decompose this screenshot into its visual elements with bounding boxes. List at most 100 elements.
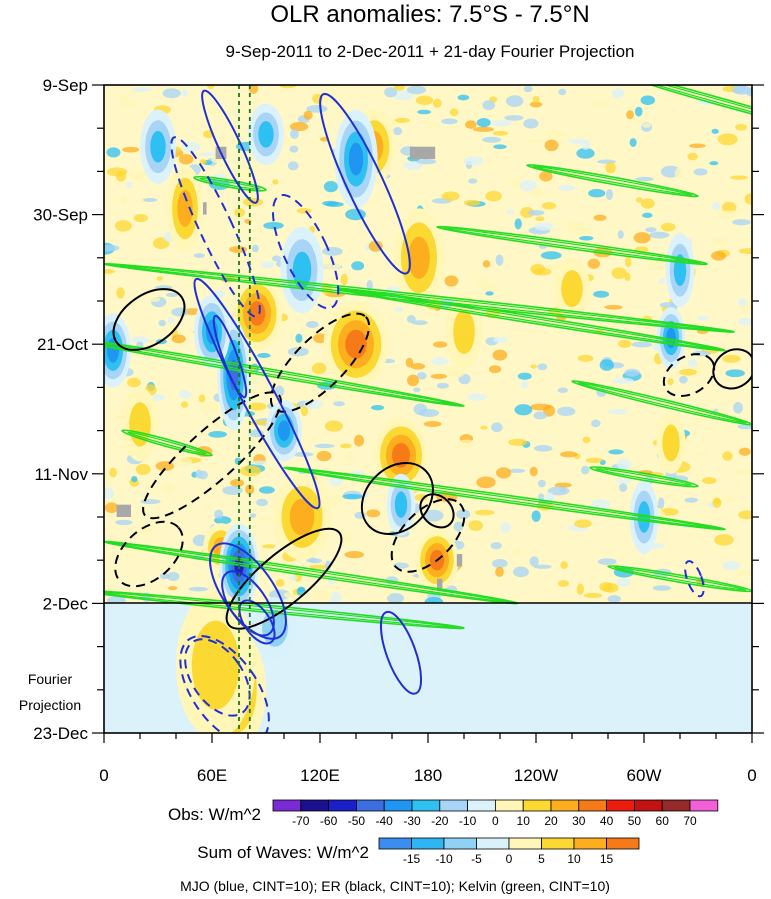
- obs-anomaly-patch: [737, 297, 747, 307]
- obs-anomaly-patch: [300, 405, 309, 417]
- obs-anomaly-patch: [531, 510, 541, 522]
- obs-anomaly-patch: [104, 502, 119, 514]
- obs-colorbar-swatch: [439, 799, 468, 812]
- obs-anomaly-patch: [306, 104, 328, 113]
- obs-colorbar-tick-label: -40: [376, 814, 394, 828]
- obs-anomaly-patch: [582, 436, 591, 444]
- waves-colorbar-swatch: [411, 837, 445, 850]
- x-tick-label: 0: [99, 766, 108, 785]
- obs-anomaly-patch: [619, 483, 628, 492]
- chart-title: OLR anomalies: 7.5°S - 7.5°N: [270, 1, 589, 28]
- obs-anomaly-patch: [353, 434, 365, 447]
- obs-anomaly-patch: [572, 226, 593, 235]
- obs-anomaly-patch: [636, 403, 643, 410]
- obs-anomaly-patch: [447, 366, 466, 378]
- obs-anomaly-patch: [545, 492, 555, 503]
- obs-anomaly-patch: [413, 387, 421, 393]
- obs-anomaly-patch: [114, 220, 132, 232]
- obs-anomaly-patch: [492, 349, 508, 361]
- obs-anomaly-patch: [725, 495, 735, 503]
- obs-anomaly-patch: [593, 290, 610, 298]
- kelvin-contour: [343, 288, 720, 351]
- obs-anomaly-patch: [413, 403, 428, 415]
- obs-anomaly-blob: [177, 189, 193, 227]
- obs-anomaly-patch: [431, 357, 448, 366]
- obs-anomaly-patch: [633, 232, 651, 244]
- obs-anomaly-patch: [645, 227, 657, 233]
- obs-anomaly-patch: [709, 161, 719, 166]
- obs-anomaly-patch: [738, 248, 752, 255]
- obs-anomaly-blob: [662, 424, 680, 462]
- x-tick-label: 0: [747, 766, 756, 785]
- obs-anomaly-patch: [178, 390, 192, 399]
- waves-colorbar: -15 -10 -5 0 5 10 15: [378, 837, 640, 866]
- obs-anomaly-patch: [591, 100, 610, 109]
- obs-anomaly-patch: [490, 542, 502, 550]
- obs-anomaly-patch: [457, 94, 470, 101]
- obs-anomaly-patch: [171, 334, 186, 344]
- obs-anomaly-patch: [599, 359, 614, 371]
- obs-anomaly-patch: [257, 352, 271, 359]
- obs-anomaly-patch: [717, 133, 738, 146]
- x-tick-label: 60E: [197, 766, 227, 785]
- obs-anomaly-patch: [463, 156, 484, 166]
- obs-anomaly-patch: [432, 98, 442, 108]
- kelvin-contour: [289, 467, 720, 530]
- obs-anomaly-patch: [510, 177, 521, 189]
- obs-anomaly-patch: [519, 180, 538, 192]
- y-tick-label: 23-Dec: [33, 724, 88, 743]
- obs-anomaly-blob: [278, 420, 290, 441]
- obs-anomaly-patch: [534, 445, 553, 452]
- obs-anomaly-patch: [626, 110, 634, 120]
- obs-anomaly-patch: [104, 244, 120, 252]
- obs-anomaly-patch: [732, 219, 751, 226]
- obs-anomaly-patch: [248, 85, 259, 94]
- obs-anomaly-patch: [481, 282, 499, 291]
- obs-anomaly-patch: [162, 88, 181, 99]
- obs-anomaly-patch: [200, 401, 220, 414]
- obs-anomaly-patch: [283, 592, 293, 598]
- obs-anomaly-patch: [137, 524, 154, 535]
- obs-anomaly-patch: [289, 574, 298, 581]
- obs-anomaly-patch: [508, 438, 528, 446]
- mjo-contour: [193, 277, 321, 510]
- obs-anomaly-patch: [641, 212, 653, 218]
- obs-anomaly-patch: [717, 406, 725, 415]
- obs-anomaly-patch: [135, 463, 151, 476]
- obs-anomaly-patch: [206, 85, 215, 90]
- obs-colorbar-tick-label: -10: [459, 814, 477, 828]
- kelvin-contour: [104, 262, 735, 333]
- obs-anomaly-patch: [560, 561, 568, 569]
- obs-anomaly-patch: [199, 159, 207, 165]
- x-tick-label: 180: [414, 766, 442, 785]
- obs-anomaly-patch: [533, 411, 548, 420]
- obs-anomaly-patch: [514, 218, 522, 230]
- obs-anomaly-patch: [590, 419, 601, 428]
- obs-anomaly-patch: [667, 378, 674, 386]
- obs-anomaly-blob: [394, 491, 408, 518]
- projection-anomaly-blob: [191, 620, 240, 710]
- y-tick-label: 11-Nov: [34, 465, 88, 484]
- obs-anomaly-patch: [326, 494, 344, 505]
- obs-anomaly-patch: [106, 147, 121, 158]
- waves-colorbar-label: Sum of Waves: W/m^2: [197, 843, 369, 862]
- obs-anomaly-blob: [258, 121, 274, 148]
- obs-anomaly-patch: [541, 202, 557, 210]
- obs-anomaly-patch: [423, 420, 442, 428]
- obs-anomaly-patch: [738, 317, 752, 326]
- obs-anomaly-patch: [323, 180, 339, 193]
- obs-anomaly-patch: [482, 100, 496, 111]
- obs-anomaly-patch: [658, 278, 666, 285]
- obs-anomaly-patch: [558, 184, 576, 191]
- waves-colorbar-tick-label: 15: [600, 852, 614, 866]
- kelvin-contour: [121, 429, 213, 457]
- obs-anomaly-patch: [512, 566, 529, 578]
- obs-anomaly-blob: [408, 236, 430, 279]
- obs-anomaly-patch: [444, 275, 459, 287]
- obs-anomaly-patch: [488, 365, 502, 374]
- obs-anomaly-patch: [649, 231, 670, 239]
- obs-anomaly-patch: [261, 261, 275, 269]
- obs-anomaly-patch: [744, 193, 752, 205]
- obs-anomaly-patch: [166, 571, 180, 581]
- mjo-contour: [212, 314, 248, 399]
